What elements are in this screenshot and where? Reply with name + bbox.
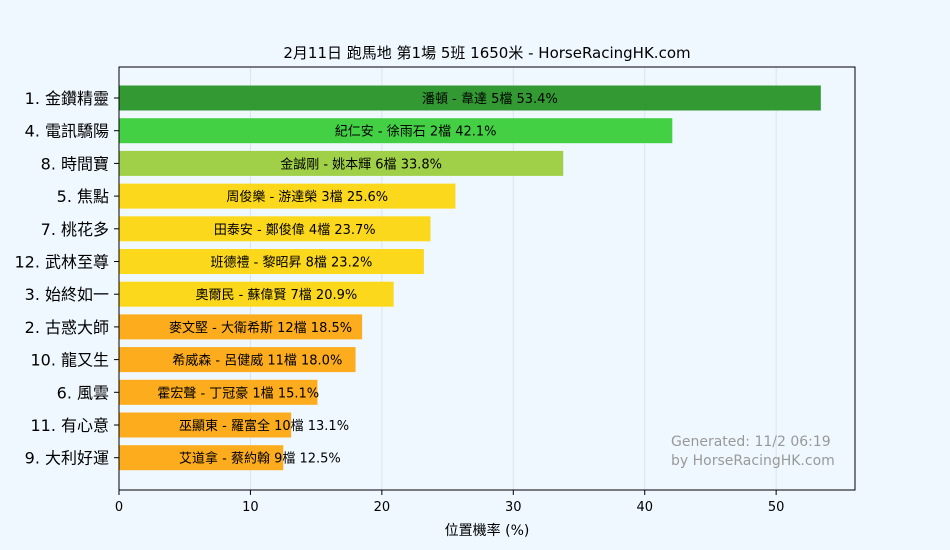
x-tick-label: 10	[242, 500, 259, 515]
y-axis: 1. 金鑽精靈 4. 電訊驕陽 8. 時間寶 5. 焦點 7. 桃花多 12. 武林至尊 3…	[14, 89, 119, 468]
bar	[119, 314, 363, 340]
x-tick-label: 40	[636, 500, 653, 515]
bar-data-label: 潘頓 - 韋達 5檔 53.4%	[422, 92, 558, 107]
y-tick-label: 6. 風雲	[57, 383, 109, 402]
y-tick-label: 1. 金鑽精靈	[25, 89, 109, 108]
bar-data-label: 田泰安 - 鄭俊偉 4檔 23.7%	[214, 223, 376, 238]
bar	[119, 183, 456, 209]
bar-data-label: 麥文堅 - 大衛希斯 12檔 18.5%	[169, 320, 352, 336]
bar-data-label: 紀仁安 - 徐雨石 2檔 42.1%	[335, 125, 497, 140]
y-tick-label: 4. 電訊驕陽	[25, 122, 109, 141]
x-tick-label: 20	[374, 500, 391, 515]
y-tick-label: 8. 時間寶	[41, 154, 109, 173]
plot-frame	[118, 66, 856, 491]
y-tick-label: 7. 桃花多	[41, 220, 109, 239]
bar	[119, 85, 821, 111]
x-axis-label: 位置機率 (%)	[445, 522, 530, 539]
bars-group: 潘頓 - 韋達 5檔 53.4% 紀仁安 - 徐雨石 2檔 42.1% 金誠剛 - …	[119, 85, 821, 471]
y-tick-label: 12. 武林至尊	[14, 253, 109, 272]
bar-data-label: 艾道拿 - 蔡約翰 9檔 12.5%	[179, 451, 341, 467]
x-tick-label: 50	[768, 500, 785, 515]
bar	[119, 281, 394, 307]
y-tick-label: 5. 焦點	[57, 187, 109, 206]
x-tick-label: 30	[505, 500, 522, 515]
bar	[119, 412, 292, 438]
bar-data-label: 奧爾民 - 蘇偉賢 7檔 20.9%	[195, 288, 357, 303]
chart-title: 2月11日 跑馬地 第1場 5班 1650米 - HorseRacingHK.c…	[283, 44, 690, 62]
y-tick-label: 9. 大利好運	[25, 449, 109, 468]
bar-data-label: 金誠剛 - 姚本輝 6檔 33.8%	[280, 156, 442, 172]
bar	[119, 216, 431, 242]
y-tick-label: 11. 有心意	[30, 416, 109, 435]
bar-data-label: 霍宏聲 - 丁冠豪 1檔 15.1%	[157, 385, 319, 401]
bar-data-label: 巫顯東 - 羅富全 10檔 13.1%	[179, 418, 349, 434]
bar	[119, 118, 673, 144]
watermark-line-2: by HorseRacingHK.com	[671, 453, 835, 469]
y-tick-label: 10. 龍又生	[30, 351, 109, 370]
y-tick-label: 3. 始終如一	[25, 285, 109, 304]
watermark-line-1: Generated: 11/2 06:19	[671, 434, 831, 450]
y-tick-label: 2. 古惑大師	[25, 318, 109, 337]
bar-data-label: 希威森 - 呂健威 11檔 18.0%	[172, 354, 342, 369]
bar	[119, 347, 356, 373]
x-tick-label: 0	[115, 500, 123, 515]
bar	[119, 445, 284, 471]
bar	[119, 150, 564, 176]
bar-data-label: 周俊樂 - 游達榮 3檔 25.6%	[226, 189, 388, 205]
bar-data-label: 班德禮 - 黎昭昇 8檔 23.2%	[211, 256, 373, 271]
bar	[119, 249, 424, 274]
bar	[119, 379, 318, 405]
x-axis: 0 10 20 30 40 50	[115, 490, 785, 515]
